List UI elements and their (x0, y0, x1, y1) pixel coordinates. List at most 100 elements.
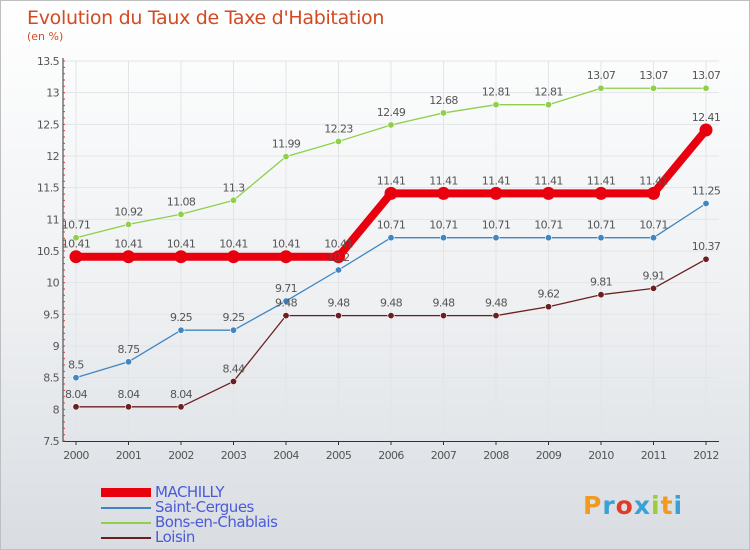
legend: MACHILLY Saint-Cergues Bons-en-Chablais … (101, 483, 361, 546)
legend-item-bons-en-chablais[interactable]: Bons-en-Chablais (101, 513, 361, 531)
data-point (544, 303, 552, 311)
data-point (177, 210, 185, 218)
data-point (334, 312, 342, 320)
data-label: 9.71 (275, 282, 297, 295)
data-point (230, 196, 238, 204)
legend-swatch (101, 522, 151, 524)
x-tick-label: 2007 (431, 449, 457, 462)
data-label: 10.2 (327, 251, 349, 264)
data-point (702, 84, 710, 92)
data-label: 9.81 (590, 276, 612, 289)
legend-label: MACHILLY (155, 483, 225, 501)
y-tick-label: 8.5 (43, 372, 59, 385)
y-tick-label: 9.5 (43, 308, 59, 321)
data-label: 8.04 (65, 388, 88, 401)
data-label: 10.41 (324, 238, 353, 251)
data-label: 10.41 (219, 238, 248, 251)
data-point (387, 234, 395, 242)
data-point (702, 255, 710, 263)
logo-letter: i (673, 491, 684, 520)
data-label: 11.3 (222, 181, 245, 194)
data-point (544, 101, 552, 109)
data-label: 9.62 (537, 288, 559, 301)
data-label: 11.41 (377, 174, 406, 187)
data-point (282, 297, 290, 305)
data-point (177, 403, 185, 411)
data-point (492, 101, 500, 109)
data-point (332, 250, 345, 264)
data-point (174, 250, 188, 264)
data-point (122, 250, 135, 264)
y-tick-label: 9 (53, 340, 60, 353)
data-point (279, 250, 293, 264)
data-label: 10.71 (534, 219, 563, 232)
x-tick-label: 2005 (326, 449, 352, 462)
data-label: 11.08 (167, 195, 196, 208)
data-label: 12.68 (429, 94, 458, 107)
legend-label: Loisin (155, 528, 195, 546)
x-tick-label: 2003 (221, 449, 247, 462)
data-point (699, 123, 713, 137)
data-point (125, 358, 133, 366)
legend-item-loisin[interactable]: Loisin (101, 528, 361, 546)
data-point (125, 403, 133, 411)
x-tick-label: 2006 (378, 449, 404, 462)
data-label: 13.07 (692, 69, 721, 82)
data-label: 13.07 (587, 69, 616, 82)
data-point (72, 234, 80, 242)
data-label: 8.04 (170, 388, 193, 401)
y-tick-label: 12.5 (37, 118, 60, 131)
data-label: 10.71 (62, 219, 91, 232)
y-tick-label: 11.5 (37, 182, 60, 195)
data-label: 9.48 (485, 297, 508, 310)
data-point (489, 186, 503, 200)
data-point (387, 121, 395, 129)
data-label: 9.48 (275, 297, 298, 310)
data-label: 10.71 (639, 219, 668, 232)
data-point (702, 200, 710, 208)
data-label: 10.41 (272, 238, 301, 251)
data-point (597, 234, 605, 242)
data-label: 9.48 (327, 297, 350, 310)
x-tick-label: 2000 (63, 449, 89, 462)
data-label: 9.25 (222, 311, 245, 324)
legend-label: Bons-en-Chablais (155, 513, 278, 531)
data-label: 10.41 (167, 238, 196, 251)
data-label: 8.44 (222, 362, 245, 375)
data-label: 11.41 (429, 174, 458, 187)
data-point (227, 250, 240, 264)
y-tick-label: 12 (46, 150, 59, 163)
data-label: 8.04 (117, 388, 140, 401)
data-label: 10.37 (692, 240, 721, 253)
proxiti-logo[interactable]: Proxiti (583, 491, 683, 520)
logo-letter: o (615, 491, 634, 520)
y-tick-label: 11 (46, 213, 59, 226)
data-label: 12.81 (482, 86, 511, 99)
data-label: 12.23 (324, 122, 353, 135)
data-point (649, 84, 657, 92)
legend-swatch (101, 488, 151, 497)
y-tick-label: 13 (46, 87, 59, 100)
logo-letter: r (602, 491, 616, 520)
data-label: 10.92 (114, 205, 143, 218)
y-tick-label: 13.5 (37, 55, 60, 68)
legend-item-saint-cergues[interactable]: Saint-Cergues (101, 498, 361, 516)
data-label: 13.07 (639, 69, 668, 82)
data-point (387, 312, 395, 320)
data-point (492, 234, 500, 242)
legend-label: Saint-Cergues (155, 498, 254, 516)
x-tick-label: 2002 (168, 449, 194, 462)
legend-item-machilly[interactable]: MACHILLY (101, 483, 361, 501)
data-label: 10.71 (429, 219, 458, 232)
data-point (439, 312, 447, 320)
x-tick-label: 2008 (483, 449, 509, 462)
logo-letter: i (651, 491, 661, 520)
x-tick-label: 2001 (116, 449, 142, 462)
y-tick-label: 10.5 (37, 245, 60, 258)
data-point (230, 326, 238, 334)
data-label: 11.41 (482, 174, 511, 187)
legend-swatch (101, 507, 151, 509)
x-tick-label: 2004 (273, 449, 299, 462)
logo-letter: x (633, 491, 651, 520)
